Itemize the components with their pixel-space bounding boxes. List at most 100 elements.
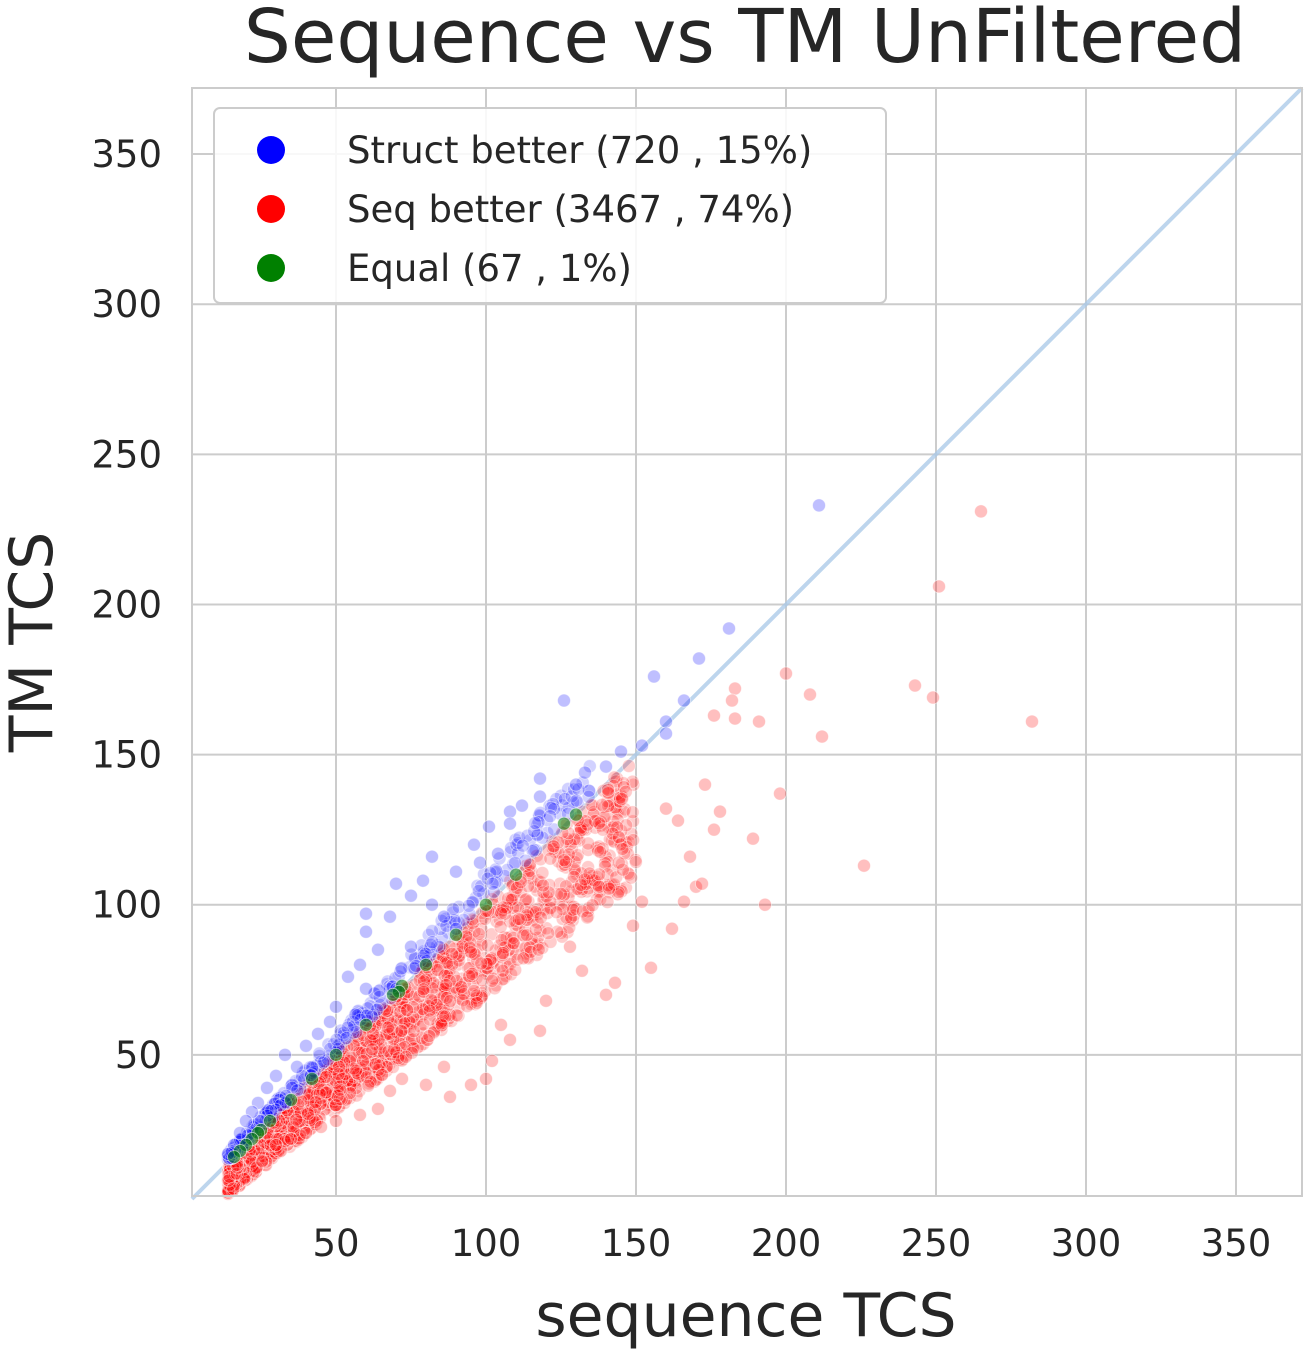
data-point	[372, 983, 387, 998]
data-point	[659, 801, 673, 816]
data-point	[449, 864, 463, 879]
legend-marker	[257, 254, 285, 282]
data-point	[461, 899, 476, 913]
data-point	[908, 678, 922, 693]
data-point	[491, 846, 505, 861]
data-point	[469, 995, 484, 1010]
data-point	[619, 818, 634, 833]
data-point	[528, 922, 543, 937]
data-point	[341, 969, 355, 984]
data-point	[359, 981, 373, 996]
data-point	[582, 783, 596, 798]
data-point	[595, 822, 610, 837]
data-point	[483, 953, 498, 967]
data-point	[803, 687, 817, 702]
data-point	[349, 1063, 364, 1078]
data-point	[353, 1108, 367, 1122]
data-point	[932, 579, 946, 594]
data-point	[593, 845, 608, 859]
data-point	[533, 771, 547, 786]
data-point	[857, 858, 871, 873]
data-point	[471, 883, 486, 898]
data-point	[692, 651, 706, 666]
data-point	[926, 690, 940, 705]
data-point	[389, 876, 403, 891]
data-point	[698, 777, 712, 792]
data-point	[447, 913, 462, 928]
data-point	[263, 1114, 277, 1128]
data-point	[462, 940, 477, 955]
data-point	[725, 693, 739, 708]
data-point	[356, 1054, 370, 1068]
data-point	[618, 784, 633, 799]
data-point	[480, 938, 495, 953]
data-point	[541, 926, 556, 941]
data-point	[465, 966, 480, 981]
y-tick-labels: 50 100 150 200 250 300 350	[91, 133, 162, 1077]
data-point	[546, 839, 561, 854]
data-point	[400, 1003, 415, 1018]
data-point	[621, 759, 636, 773]
data-point	[312, 1086, 327, 1101]
data-point	[381, 1020, 395, 1035]
data-point	[397, 1016, 412, 1031]
data-point	[260, 1081, 274, 1095]
data-point	[496, 946, 510, 961]
data-point	[479, 956, 494, 971]
y-tick-label: 350	[91, 133, 162, 176]
data-point	[301, 1107, 315, 1121]
data-point	[635, 738, 649, 753]
data-point	[515, 838, 530, 853]
data-point	[598, 859, 612, 874]
data-point	[539, 993, 553, 1008]
data-point	[575, 963, 589, 978]
data-point	[417, 974, 431, 989]
x-axis-label: sequence TCS	[535, 1281, 956, 1351]
data-point	[728, 681, 742, 696]
data-point	[323, 1014, 337, 1029]
data-point	[399, 1049, 413, 1064]
data-point	[404, 939, 418, 954]
legend-marker	[257, 136, 285, 164]
y-tick-label: 250	[91, 433, 162, 476]
data-point	[485, 973, 500, 988]
data-point	[974, 504, 988, 519]
data-point	[521, 894, 536, 909]
series-points	[221, 498, 826, 1167]
data-point	[541, 885, 556, 900]
legend-marker	[257, 195, 285, 223]
data-point	[677, 894, 691, 909]
data-point	[473, 855, 487, 870]
data-point	[569, 807, 583, 822]
data-point	[416, 982, 431, 997]
data-point	[314, 1120, 328, 1134]
data-point	[383, 909, 397, 924]
data-point	[425, 849, 439, 864]
data-point	[1025, 714, 1039, 729]
data-point	[308, 1095, 323, 1110]
data-point	[647, 669, 661, 684]
legend-box	[213, 107, 887, 304]
data-point	[486, 971, 501, 986]
x-tick-label: 200	[751, 1222, 822, 1265]
data-point	[299, 1126, 313, 1140]
data-point	[628, 855, 643, 869]
data-point	[503, 816, 517, 831]
data-point	[509, 867, 523, 882]
data-point	[269, 1068, 283, 1083]
data-point	[563, 939, 577, 954]
data-point	[359, 924, 373, 939]
data-point	[591, 843, 605, 858]
data-point	[518, 853, 533, 868]
data-point	[812, 498, 826, 513]
data-point	[368, 1057, 383, 1072]
data-point	[543, 935, 558, 949]
data-point	[815, 729, 829, 744]
data-point	[607, 770, 622, 785]
data-point	[449, 927, 463, 942]
data-point	[464, 1077, 478, 1092]
data-point	[290, 1059, 304, 1074]
data-point	[592, 867, 607, 882]
data-point	[470, 878, 485, 893]
data-point	[722, 621, 736, 636]
